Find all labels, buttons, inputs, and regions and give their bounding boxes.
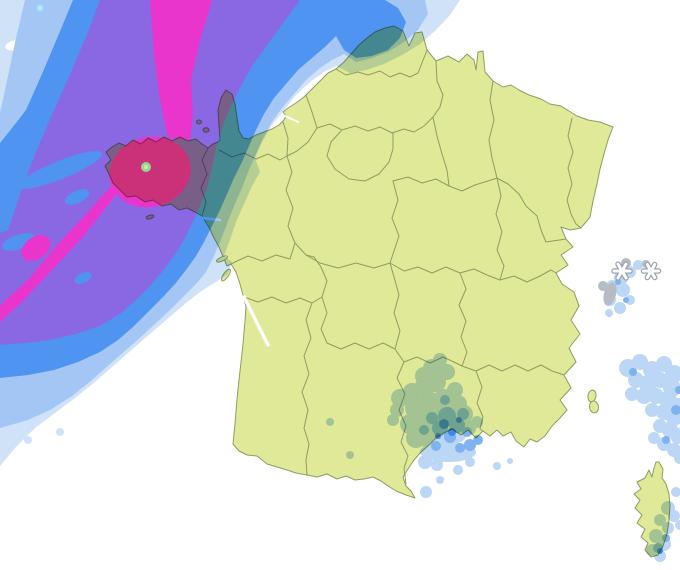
seine-estuary — [282, 114, 299, 123]
shower-blobs-dark — [435, 417, 663, 554]
moderate-streaks — [1, 151, 102, 284]
snowflake-icon — [611, 261, 633, 281]
region-borders — [200, 49, 582, 485]
precip-band-intense — [0, 0, 212, 322]
snowflake-icon — [640, 261, 662, 281]
east-islet-2 — [588, 400, 600, 414]
snowflake-icons — [611, 261, 662, 281]
gironde-estuary — [242, 295, 270, 347]
cyan-glints — [37, 5, 151, 172]
